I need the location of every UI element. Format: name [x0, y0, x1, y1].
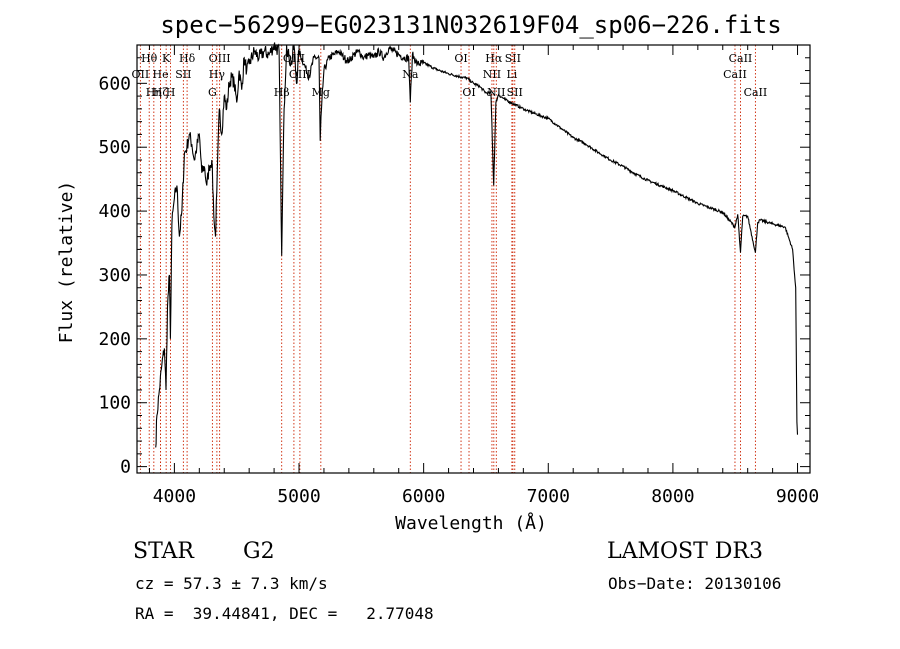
- line-label: OIII: [289, 68, 311, 81]
- y-tick-label: 500: [98, 137, 131, 158]
- line-label: CaII: [744, 86, 768, 99]
- y-axis-label: Flux (relative): [56, 181, 77, 344]
- x-tick-label: 5000: [277, 486, 320, 507]
- spectrum-line: [155, 42, 799, 448]
- y-tick-label: 300: [98, 265, 131, 286]
- y-tick-label: 600: [98, 73, 131, 94]
- x-tick-label: 4000: [153, 486, 196, 507]
- y-tick-label: 400: [98, 201, 131, 222]
- line-label: H: [166, 86, 176, 99]
- coordinates-label: RA = 39.44841, DEC = 2.77048: [135, 604, 434, 623]
- line-label: K: [162, 52, 171, 65]
- x-axis-label: Wavelength (Å): [395, 512, 547, 534]
- line-label: SII: [505, 52, 521, 65]
- y-tick-label: 100: [98, 393, 131, 414]
- object-subclass: G2: [243, 539, 275, 564]
- line-label: CaII: [723, 68, 747, 81]
- line-label: OIII: [209, 52, 231, 65]
- line-label: OII: [132, 68, 150, 81]
- line-label: Na: [402, 68, 419, 81]
- line-label: Li: [506, 68, 517, 81]
- object-class: STAR: [133, 539, 194, 564]
- line-label: Hδ: [179, 52, 196, 65]
- line-label: Mg: [312, 86, 330, 99]
- x-tick-label: 6000: [402, 486, 445, 507]
- line-label: Hα: [485, 52, 503, 65]
- x-tick-label: 9000: [776, 486, 819, 507]
- line-label: Hη: [146, 86, 162, 99]
- plot-frame: [136, 44, 811, 474]
- line-label: NII: [487, 86, 505, 99]
- y-tick-label: 0: [120, 457, 131, 478]
- redshift-label: cz = 57.3 ± 7.3 km/s: [135, 574, 328, 593]
- y-tick-label: 200: [98, 329, 131, 350]
- chart-title: spec−56299−EG023131N032619F04_sp06−226.f…: [160, 11, 781, 39]
- line-label: OI: [462, 86, 475, 99]
- survey-label: LAMOST DR3: [607, 539, 763, 564]
- line-label: OI: [454, 52, 467, 65]
- x-tick-label: 7000: [527, 486, 570, 507]
- line-label: Hθ: [141, 52, 158, 65]
- axes: 4000 5000 6000 7000 8000 9000 0 100 200 300 400 500…: [98, 45, 819, 507]
- line-label: Hζ: [153, 86, 169, 99]
- line-label: Hβ: [274, 86, 290, 99]
- line-label: G: [208, 86, 217, 99]
- line-label: Hγ: [209, 68, 226, 81]
- spectrum-series: [155, 42, 799, 448]
- line-label: CaII: [729, 52, 753, 65]
- line-label: SII: [507, 86, 523, 99]
- line-label: SII: [175, 68, 191, 81]
- x-tick-label: 8000: [651, 486, 694, 507]
- line-label: NII: [483, 68, 501, 81]
- obs-date-label: Obs−Date: 20130106: [608, 574, 782, 593]
